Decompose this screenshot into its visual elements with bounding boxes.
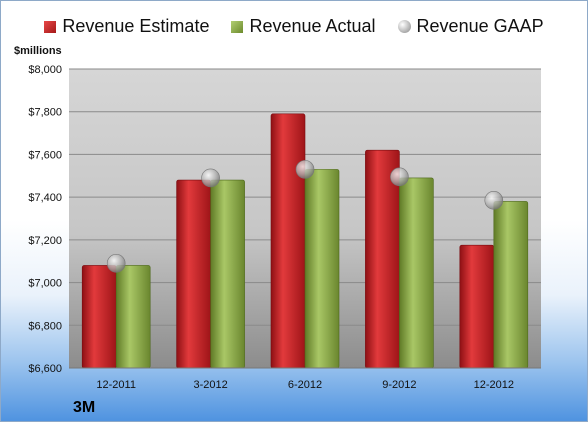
y-tick-label: $7,200 — [28, 235, 62, 247]
marker-revenue-gaap — [390, 167, 409, 187]
bar-revenue-actual — [115, 265, 151, 369]
y-unit-label: $millions — [14, 45, 62, 57]
bars — [81, 113, 529, 369]
bar-revenue-actual — [304, 169, 340, 369]
x-tick-label: 3-2012 — [193, 379, 227, 391]
legend-swatch-actual — [231, 20, 244, 33]
marker-revenue-gaap — [201, 168, 220, 188]
bar-revenue-actual — [493, 201, 529, 369]
x-tick-label: 12-2012 — [474, 379, 514, 391]
legend-label-estimate: Revenue Estimate — [62, 16, 210, 36]
legend-item-gaap: Revenue GAAP — [397, 16, 544, 37]
marker-revenue-gaap — [106, 254, 126, 273]
bar-revenue-actual — [210, 179, 245, 369]
company-label: 3M — [73, 399, 96, 416]
bar-revenue-estimate — [270, 113, 306, 369]
y-tick-label: $8,000 — [28, 64, 62, 76]
legend-swatch-estimate — [44, 20, 57, 33]
bar-revenue-estimate — [81, 265, 117, 369]
legend-label-gaap: Revenue GAAP — [416, 16, 544, 36]
legend-label-actual: Revenue Actual — [249, 16, 376, 36]
legend-marker-gaap — [397, 20, 411, 33]
x-tick-label: 9-2012 — [382, 379, 416, 391]
marker-revenue-gaap — [484, 191, 504, 210]
legend-item-actual: Revenue Actual — [231, 16, 376, 37]
x-axis-ticks: 12-2011 3-2012 6-2012 9-2012 12-2012 — [96, 379, 514, 391]
y-tick-label: $7,000 — [28, 278, 62, 290]
x-tick-label: 6-2012 — [288, 379, 322, 391]
bar-revenue-estimate — [176, 179, 211, 369]
marker-revenue-gaap — [295, 160, 315, 179]
y-tick-label: $6,600 — [28, 363, 62, 375]
y-tick-label: $6,800 — [28, 320, 62, 332]
bar-revenue-estimate — [459, 244, 495, 369]
y-tick-label: $7,400 — [28, 192, 62, 204]
legend: Revenue Estimate Revenue Actual Revenue … — [1, 16, 587, 37]
y-axis-ticks: $6,600 $6,800 $7,000 $7,200 $7,400 $7,600 $7,8… — [28, 64, 62, 375]
x-tick-label: 12-2011 — [96, 379, 136, 391]
bar-revenue-actual — [399, 177, 434, 369]
y-tick-label: $7,600 — [28, 149, 62, 161]
legend-item-estimate: Revenue Estimate — [44, 16, 209, 37]
y-tick-label: $7,800 — [28, 107, 62, 119]
